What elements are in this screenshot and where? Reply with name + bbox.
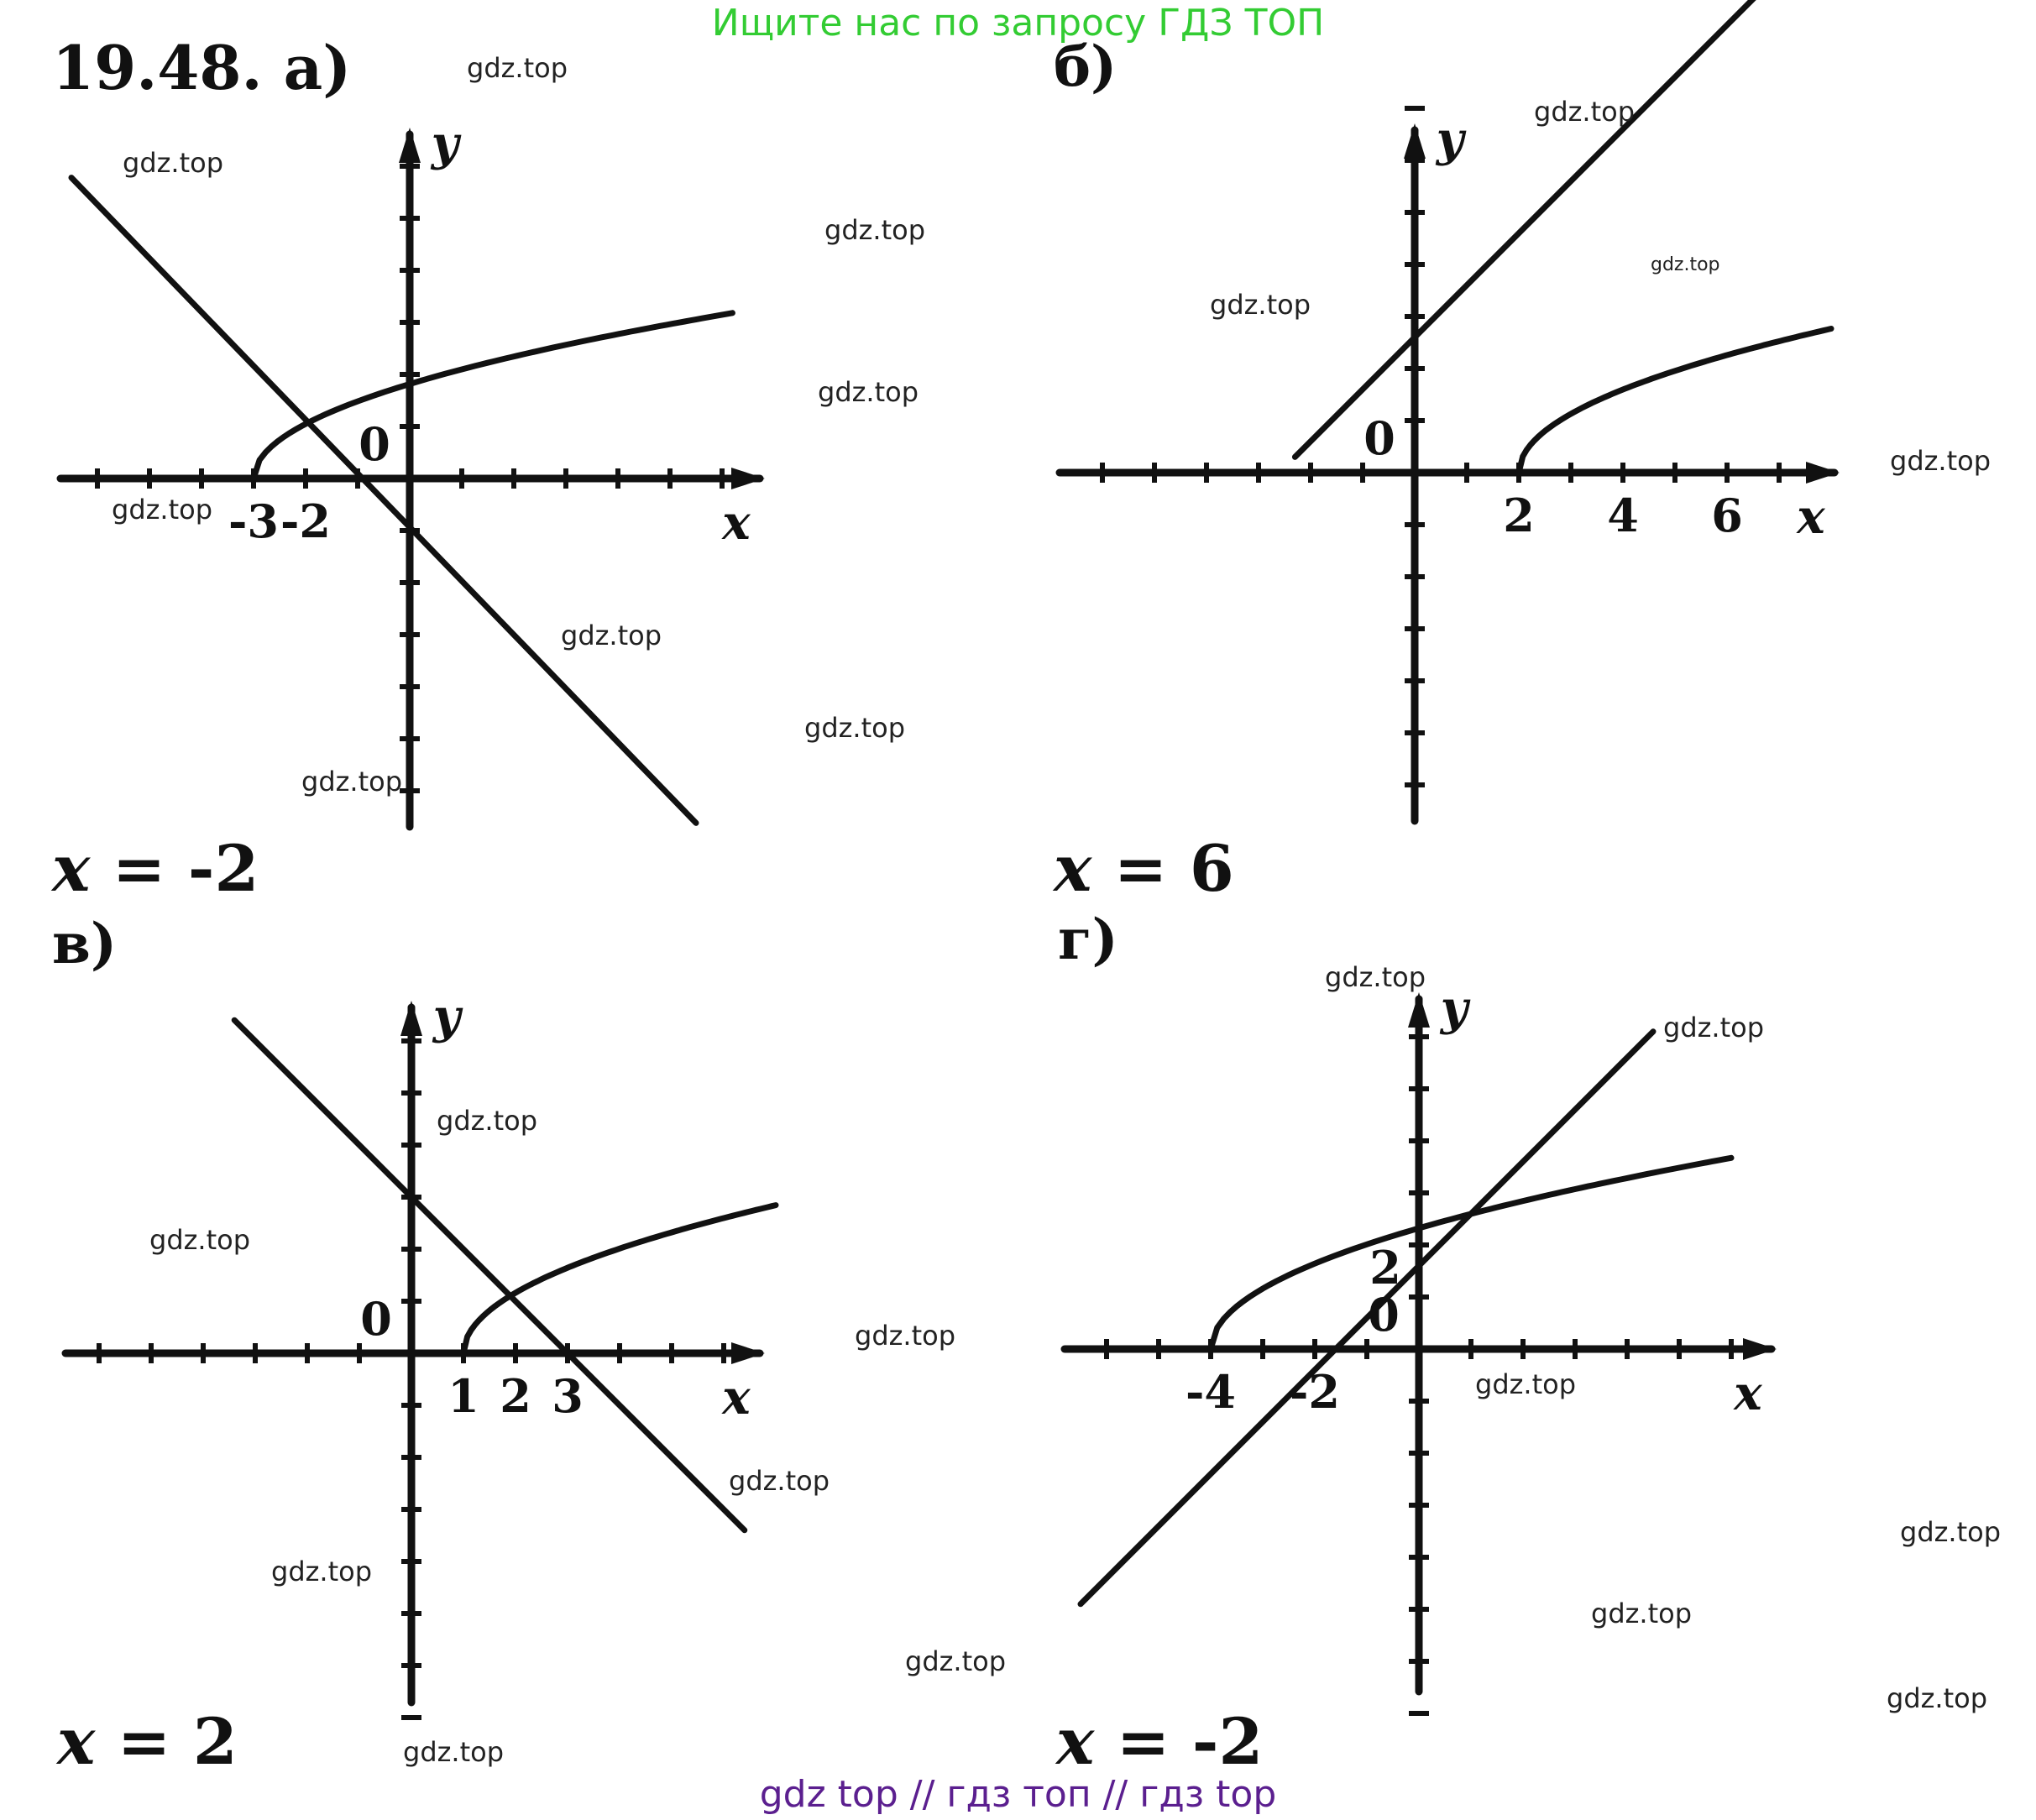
watermark: gdz.top (1475, 1368, 1577, 1400)
answer-g-value: = -2 (1116, 1704, 1264, 1779)
panel-v-label: в) (52, 911, 118, 976)
linear-line (1077, 1028, 1657, 1608)
x-axis-arrow (1743, 1338, 1777, 1360)
chart-v-group: 1 2 3 0 x y (61, 989, 779, 1720)
sqrt-curve (1207, 1154, 1735, 1352)
y-axis-arrow (1404, 123, 1426, 159)
watermark: gdz.top (1534, 96, 1636, 128)
x-axis-arrow (731, 1342, 765, 1364)
origin-label: 0 (359, 417, 390, 471)
y-axis-label: y (1439, 981, 1471, 1036)
x-tick-label: -3 (228, 494, 279, 548)
linear-line (1291, 0, 1756, 460)
x-tick-label: -2 (280, 494, 331, 548)
sqrt-curve (250, 310, 735, 482)
answer-b: x = 6 (1054, 831, 1234, 906)
watermark: gdz.top (561, 620, 662, 651)
y-axis-label: y (432, 989, 463, 1044)
origin-label: 0 (360, 1292, 392, 1346)
x-axis-label: x (1796, 489, 1825, 545)
y-axis-arrow (400, 1001, 422, 1036)
watermark: gdz.top (112, 494, 213, 526)
watermark: gdz.top (905, 1645, 1007, 1677)
x-tick-label: 3 (552, 1369, 584, 1423)
watermark: gdz.top (1591, 1598, 1693, 1629)
watermark: gdz.top (1900, 1516, 2002, 1548)
watermark: gdz.top (804, 712, 906, 744)
x-tick-label: 4 (1607, 489, 1639, 542)
chart-a-group: -3 -2 0 x y (56, 116, 765, 831)
answer-a-var: x (52, 831, 91, 906)
problem-number-text: 19.48. (52, 32, 263, 103)
x-tick-label: 1 (448, 1369, 479, 1423)
header-banner: Ищите нас по запросу ГДЗ ТОП (711, 2, 1325, 44)
watermark: gdz.top (1325, 961, 1426, 993)
x-axis-arrow (1806, 462, 1840, 484)
y-axis-label: y (1435, 112, 1467, 167)
watermark: gdz.top (467, 52, 568, 84)
y-axis-arrow (399, 128, 421, 163)
watermark: gdz.top (271, 1556, 373, 1587)
watermark: gdz.top (123, 147, 224, 179)
linear-line (68, 175, 699, 826)
answer-g: x = -2 (1056, 1704, 1263, 1779)
x-axis-arrow (731, 468, 765, 489)
linear-line (231, 1017, 748, 1534)
panel-g-label: г) (1058, 907, 1118, 972)
answer-b-value: = 6 (1113, 831, 1234, 906)
origin-label: 0 (1363, 411, 1395, 465)
sqrt-curve (1515, 326, 1834, 476)
footer-banner: gdz top // гдз топ // гдз top (759, 1773, 1277, 1816)
y-axis-arrow (1408, 992, 1430, 1028)
problem-number: 19.48. а) (52, 32, 351, 103)
panel-b-label: б) (1054, 34, 1117, 99)
answer-v-value: = 2 (117, 1704, 238, 1779)
answer-a-value: = -2 (112, 831, 259, 906)
x-axis-label: x (721, 495, 751, 551)
watermark: gdz.top (1887, 1682, 1988, 1714)
y-axis-label: y (430, 116, 462, 171)
watermark: gdz.top (1663, 1012, 1765, 1043)
x-axis-label: x (1733, 1366, 1762, 1421)
x-tick-label: 2 (500, 1369, 531, 1423)
answer-v: x = 2 (57, 1704, 238, 1779)
answer-g-var: x (1056, 1704, 1095, 1779)
watermark: gdz.top (1651, 254, 1720, 275)
x-tick-label: -4 (1185, 1365, 1236, 1419)
answer-a: x = -2 (52, 831, 259, 906)
answer-v-var: x (57, 1704, 96, 1779)
watermark: gdz.top (1210, 289, 1311, 321)
panel-a-label: а) (283, 32, 352, 103)
x-axis-label: x (721, 1370, 751, 1425)
watermark: gdz.top (729, 1465, 830, 1497)
answer-b-var: x (1054, 831, 1092, 906)
watermark: gdz.top (855, 1320, 956, 1352)
watermark: gdz.top (818, 376, 919, 408)
chart-b-group: 2 4 6 0 x y (1055, 0, 1840, 825)
watermark: gdz.top (149, 1224, 251, 1256)
watermark: gdz.top (301, 766, 403, 798)
x-tick-label: 2 (1503, 489, 1535, 542)
watermark: gdz.top (403, 1736, 505, 1768)
sqrt-curve (460, 1202, 779, 1357)
watermark: gdz.top (1890, 445, 1992, 477)
watermark: gdz.top (824, 214, 926, 246)
x-tick-label: 6 (1711, 489, 1743, 542)
watermark: gdz.top (437, 1105, 538, 1137)
